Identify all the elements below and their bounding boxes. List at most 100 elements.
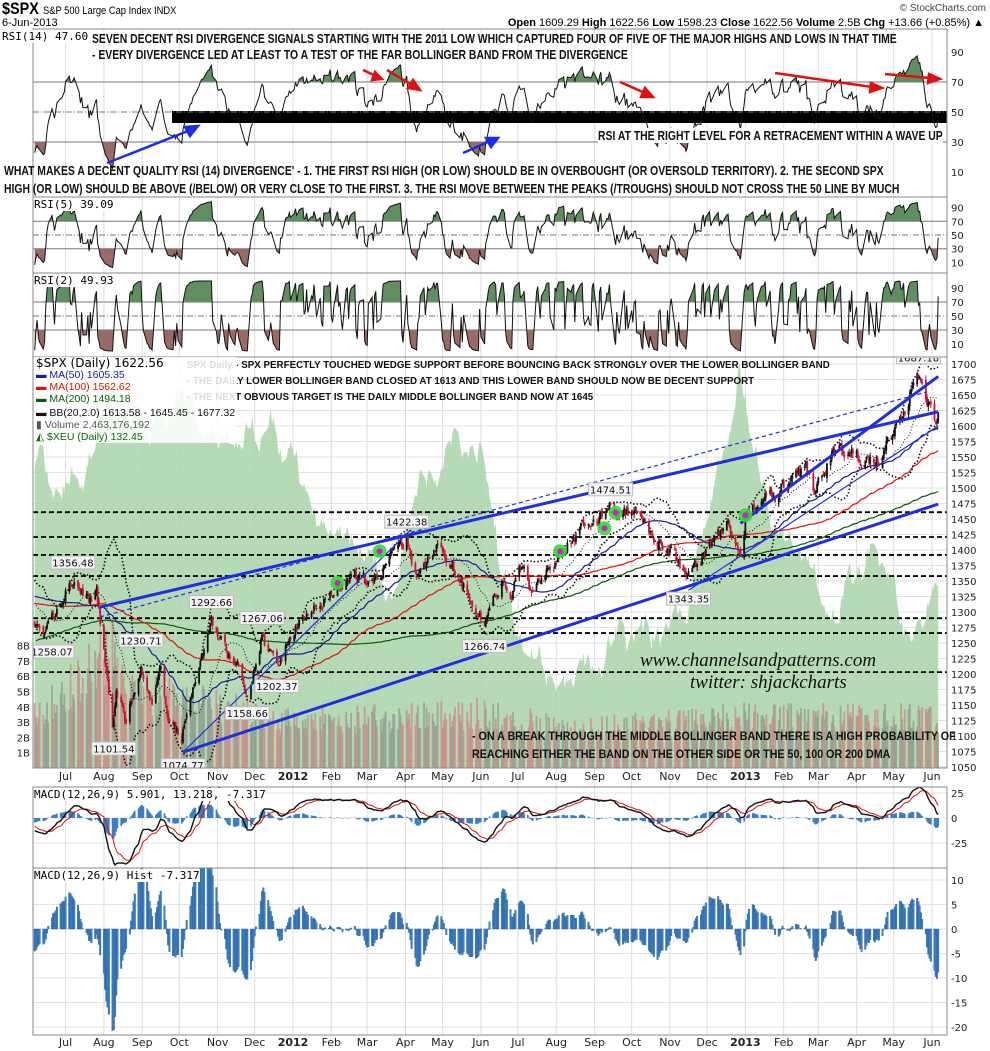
candle-body — [130, 700, 132, 705]
month-label: Jun — [471, 770, 489, 783]
volume-bar — [47, 722, 50, 768]
month-label: Oct — [622, 770, 642, 783]
candle-body — [458, 581, 461, 583]
candle-body — [177, 729, 179, 735]
candle-body — [444, 553, 446, 558]
price-tick-label: 1275 — [951, 624, 976, 635]
volume-bar — [535, 715, 538, 768]
candle-body — [424, 561, 427, 567]
volume-bar — [337, 715, 340, 768]
volume-bar — [666, 722, 669, 768]
candle-body — [519, 566, 522, 569]
volume-bar — [461, 703, 464, 768]
hist-bar — [462, 928, 465, 953]
volume-bar — [583, 737, 586, 768]
volume-bar — [795, 731, 797, 768]
macd-hist-bar — [278, 818, 281, 821]
candle-body — [936, 422, 938, 424]
macd-hist-bar — [382, 818, 385, 819]
volume-tick-label: 5B — [17, 688, 30, 699]
volume-bar — [691, 708, 694, 768]
volume-bar — [894, 724, 896, 768]
volume-bar — [713, 716, 716, 768]
candle-body — [546, 567, 549, 569]
volume-bar — [201, 684, 204, 768]
candle-body — [665, 550, 668, 553]
candle-body — [875, 459, 878, 468]
volume-bar — [798, 716, 801, 768]
volume-bar — [128, 697, 131, 768]
volume-bar — [164, 713, 167, 768]
macd-hist-bar — [311, 815, 314, 818]
volume-bar — [243, 708, 246, 768]
hist-bar — [635, 928, 638, 940]
volume-bar — [777, 720, 780, 768]
volume-tick-label: 8B — [17, 642, 30, 653]
volume-bar — [53, 704, 56, 768]
volume-bar — [728, 729, 731, 768]
candle-body — [327, 598, 330, 600]
macd-hist-bar — [518, 812, 520, 818]
rsi-line — [34, 280, 939, 352]
volume-bar — [796, 710, 799, 768]
volume-bar — [133, 680, 136, 768]
macd-hist-bar — [366, 818, 368, 822]
volume-bar — [154, 675, 157, 768]
candle-body — [554, 563, 556, 569]
candle-body — [860, 467, 863, 469]
candle-body — [704, 548, 707, 556]
hist-bar — [587, 921, 590, 930]
candle-body — [666, 548, 669, 553]
copyright[interactable]: © StockCharts.com — [899, 3, 986, 14]
macd-tick-label: 25 — [951, 789, 964, 800]
rsi-line — [34, 201, 939, 269]
macd-hist-bar — [815, 818, 817, 825]
candle-body — [709, 538, 712, 547]
volume-bar — [696, 724, 699, 768]
macd-hist-bar — [713, 811, 716, 818]
macd-hist-bar — [545, 817, 548, 818]
candle-body — [874, 463, 877, 466]
candle-body — [630, 511, 633, 516]
legend-spx: $SPX (Daily) 1622.56 — [36, 356, 164, 370]
candle-body — [649, 530, 652, 533]
hist-bar — [471, 928, 474, 957]
candle-body — [287, 643, 289, 645]
hist-bar — [487, 928, 490, 930]
hist-bar — [159, 891, 162, 930]
candle-body — [824, 472, 827, 476]
volume-bar — [262, 706, 265, 768]
macd-tick-label: -25 — [951, 839, 967, 850]
candle-body — [832, 449, 835, 453]
hist-bar — [824, 928, 827, 937]
candle-body — [722, 528, 725, 531]
candle-body — [800, 468, 802, 479]
month-label: Nov — [659, 1036, 681, 1049]
volume-bar — [399, 714, 402, 768]
volume-bar — [105, 629, 108, 768]
macd-hist-bar — [549, 816, 551, 818]
candle-body — [466, 584, 469, 592]
price-tick-label: 1050 — [951, 763, 976, 774]
macd-hist-bar — [864, 818, 867, 823]
volume-bar — [137, 681, 140, 768]
macd-hist-bar — [859, 818, 862, 823]
price-tick-label: 1425 — [951, 531, 976, 542]
candle-body — [102, 625, 105, 650]
candle-body — [644, 520, 647, 522]
volume-bar — [816, 716, 818, 768]
price-tick-label: 1100 — [951, 732, 976, 743]
volume-bar — [635, 720, 638, 768]
volume-bar — [780, 731, 783, 768]
volume-bar — [242, 702, 245, 768]
volume-bar — [660, 720, 663, 768]
candle-body — [795, 470, 797, 478]
volume-bar — [384, 711, 387, 768]
hist-bar — [252, 928, 255, 949]
macd-hist-bar — [121, 818, 124, 825]
macd-hist-bar — [676, 818, 679, 820]
candle-body — [140, 666, 142, 676]
volume-bar — [331, 722, 334, 768]
candle-body — [295, 627, 298, 629]
volume-bar — [263, 728, 266, 768]
